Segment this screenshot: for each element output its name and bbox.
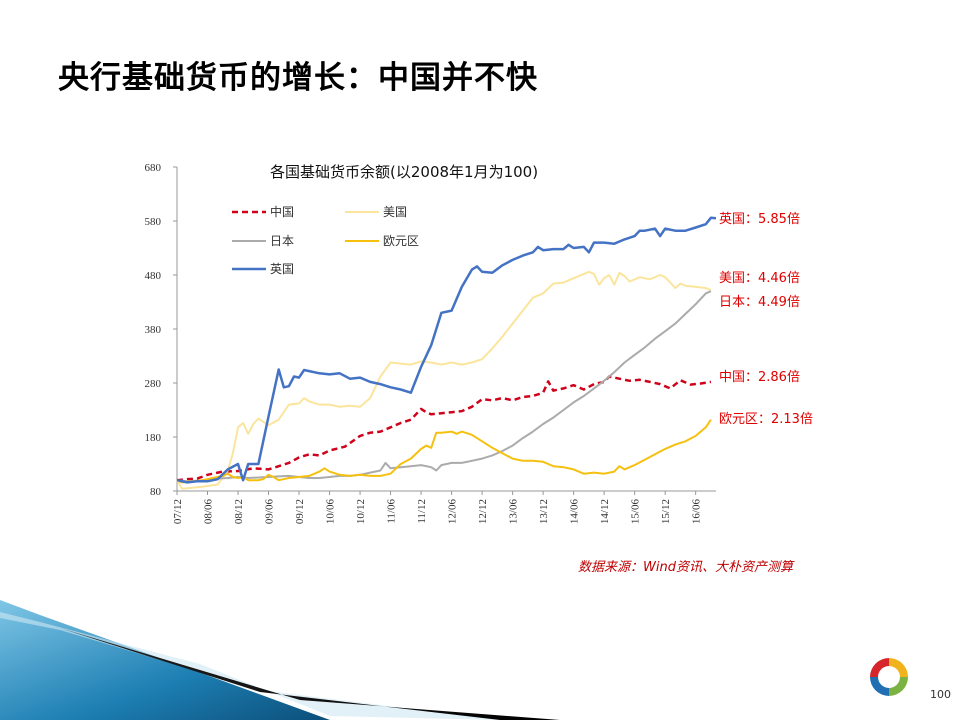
y-tick-label: 380 <box>145 324 162 336</box>
legend-label: 英国 <box>270 262 294 276</box>
company-logo <box>870 658 908 696</box>
y-tick-label: 480 <box>145 270 162 282</box>
x-tick-label: 16/06 <box>691 499 703 525</box>
x-tick-label: 07/12 <box>172 499 184 524</box>
x-tick-label: 11/12 <box>416 499 428 524</box>
x-tick-label: 11/06 <box>386 499 398 524</box>
y-tick-label: 680 <box>145 162 162 174</box>
x-tick-label: 12/06 <box>447 499 459 525</box>
series-annotation: 欧元区：2.13倍 <box>719 412 813 427</box>
y-axis: 80 180 280 380 480 580 680 <box>145 162 178 498</box>
x-tick-label: 09/06 <box>264 499 276 525</box>
series-line-4 <box>176 216 717 484</box>
x-tick-label: 09/12 <box>294 499 306 524</box>
data-source-note: 数据来源：Wind资讯、大朴资产测算 <box>578 560 793 575</box>
x-tick-label: 15/12 <box>660 499 672 524</box>
y-tick-label: 180 <box>145 432 162 444</box>
series-line-3 <box>176 419 712 484</box>
x-tick-label: 14/06 <box>569 499 581 525</box>
series-layer <box>176 216 717 490</box>
series-annotation: 美国：4.46倍 <box>719 271 800 286</box>
chart-title: 各国基础货币余额(以2008年1月为100) <box>270 163 538 181</box>
x-tick-label: 08/06 <box>203 499 215 525</box>
series-line-1 <box>176 270 712 490</box>
x-tick-label: 13/12 <box>538 499 550 524</box>
x-tick-label: 12/12 <box>477 499 489 524</box>
series-annotation: 中国：2.86倍 <box>719 370 800 385</box>
annotations: 英国：5.85倍美国：4.46倍日本：4.49倍中国：2.86倍欧元区：2.13… <box>719 212 813 427</box>
legend-label: 中国 <box>270 204 294 219</box>
legend-label: 美国 <box>383 205 407 219</box>
y-tick-label: 280 <box>145 378 162 390</box>
x-tick-label: 14/12 <box>599 499 611 524</box>
legend-label: 欧元区 <box>383 234 419 248</box>
series-annotation: 英国：5.85倍 <box>719 212 800 227</box>
series-line-0 <box>176 375 712 482</box>
x-tick-label: 10/12 <box>355 499 367 524</box>
series-annotation: 日本：4.49倍 <box>719 295 800 310</box>
series-line-2 <box>176 290 712 483</box>
x-axis: 07/12 08/06 08/12 09/06 09/12 10/06 10/12 11/06… <box>172 490 716 525</box>
y-tick-label: 580 <box>145 216 162 228</box>
y-tick-label: 80 <box>150 486 162 498</box>
x-tick-label: 13/06 <box>508 499 520 525</box>
slide-title: 央行基础货币的增长：中国并不快 <box>58 60 538 96</box>
x-tick-label: 10/06 <box>325 499 337 525</box>
x-tick-label: 15/06 <box>630 499 642 525</box>
legend-label: 日本 <box>270 234 294 248</box>
decorative-swoosh <box>0 600 560 720</box>
page-number: 100 <box>930 688 951 701</box>
x-tick-label: 08/12 <box>233 499 245 524</box>
